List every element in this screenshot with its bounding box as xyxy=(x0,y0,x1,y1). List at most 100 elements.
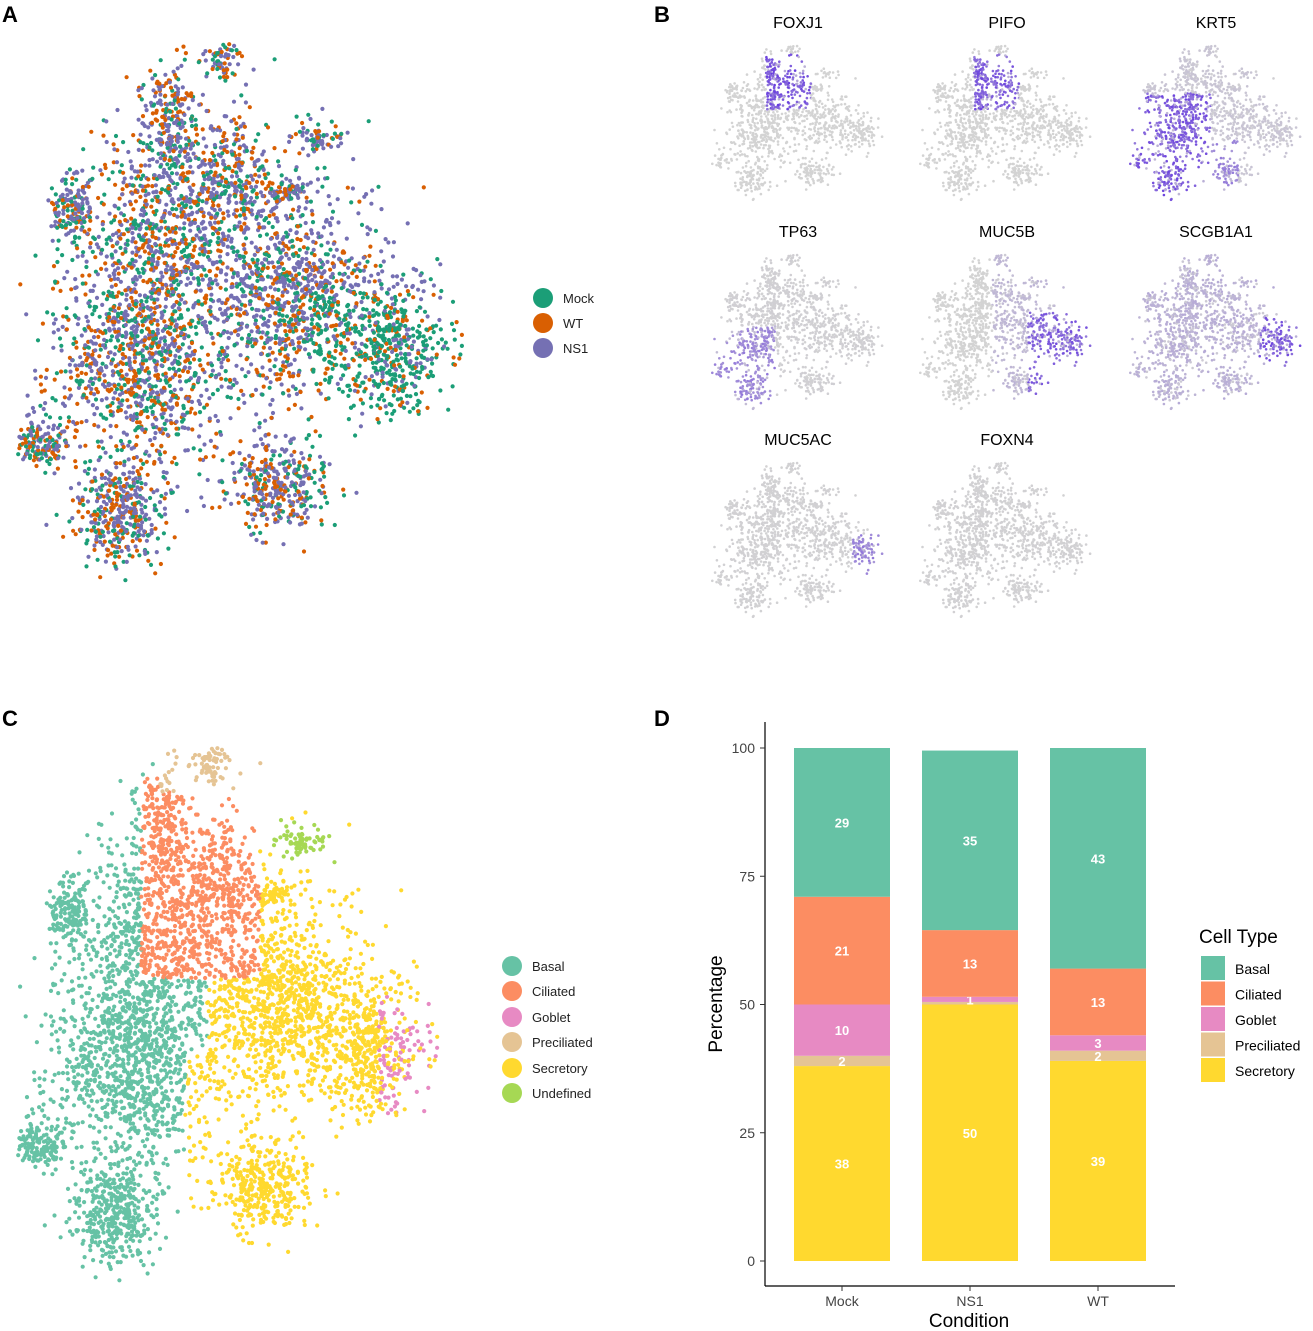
cell-point xyxy=(61,211,66,216)
cell-point xyxy=(238,439,243,444)
cell-point xyxy=(311,247,316,252)
cell-point xyxy=(83,292,88,297)
cell-point xyxy=(414,309,419,314)
cell-point xyxy=(331,334,336,339)
cell-point xyxy=(86,399,91,404)
cell-point xyxy=(372,344,377,349)
cell-point xyxy=(205,71,210,76)
cell-point xyxy=(99,472,105,477)
cell-point xyxy=(407,409,412,414)
cell-point xyxy=(43,375,49,380)
cell-point xyxy=(103,261,108,266)
cell-point xyxy=(119,549,124,554)
cell-point xyxy=(87,365,93,370)
cell-point xyxy=(294,114,299,119)
cell-point xyxy=(86,184,91,189)
cell-point xyxy=(272,321,277,326)
cell-point xyxy=(155,390,160,395)
cell-point xyxy=(298,345,303,350)
cell-point xyxy=(229,501,234,506)
cell-point xyxy=(310,147,315,152)
cell-point xyxy=(345,337,350,342)
cell-point xyxy=(235,249,240,254)
cell-point xyxy=(164,520,169,525)
cell-point xyxy=(186,426,191,431)
cell-point xyxy=(236,162,241,167)
cell-point xyxy=(111,396,116,401)
cell-point xyxy=(98,494,103,499)
cell-point xyxy=(397,403,403,408)
cell-point xyxy=(230,71,235,76)
cell-point xyxy=(122,459,127,464)
cell-point xyxy=(92,543,97,548)
cell-point xyxy=(101,133,106,138)
cell-point xyxy=(270,294,275,299)
cell-point xyxy=(364,344,369,349)
cell-point xyxy=(153,571,158,576)
cell-point xyxy=(174,419,179,424)
cell-point xyxy=(320,483,325,489)
cell-point xyxy=(358,397,363,402)
cell-point xyxy=(210,231,216,237)
cell-point xyxy=(111,505,116,510)
cell-point xyxy=(311,139,316,144)
cell-point xyxy=(53,219,58,224)
cell-point xyxy=(329,144,334,149)
cell-point xyxy=(65,192,70,197)
cell-point xyxy=(108,454,113,459)
cell-point xyxy=(321,133,326,138)
cell-point xyxy=(245,344,250,349)
cell-point xyxy=(100,247,105,252)
cell-point xyxy=(202,242,207,247)
cell-point xyxy=(409,344,414,350)
cell-point xyxy=(236,332,241,338)
cell-point xyxy=(411,333,416,338)
cell-point xyxy=(165,357,170,362)
cell-point xyxy=(234,214,239,219)
cell-point xyxy=(201,182,206,187)
cell-point xyxy=(133,428,138,433)
cell-point xyxy=(137,401,143,406)
cell-point xyxy=(306,433,311,438)
cell-point xyxy=(296,336,301,341)
cell-point xyxy=(362,326,368,331)
cell-point xyxy=(147,163,152,168)
cell-point xyxy=(301,549,307,554)
cell-point xyxy=(208,169,213,174)
cell-point xyxy=(258,507,263,513)
cell-point xyxy=(270,350,275,355)
cell-point xyxy=(71,528,76,533)
cell-point xyxy=(67,519,72,524)
cell-point xyxy=(320,184,325,189)
cell-point xyxy=(395,281,400,287)
cell-point xyxy=(265,245,271,250)
cell-point xyxy=(384,290,390,295)
cell-point xyxy=(117,219,122,224)
cell-point xyxy=(158,156,163,161)
cell-point xyxy=(248,299,253,304)
cell-point xyxy=(181,171,186,176)
cell-point xyxy=(170,226,175,231)
cell-point xyxy=(139,207,144,212)
cell-point xyxy=(239,224,244,230)
cell-point xyxy=(30,425,35,430)
cell-point xyxy=(173,353,178,358)
cell-point xyxy=(136,500,141,505)
cell-point xyxy=(128,506,133,511)
cell-point xyxy=(266,432,271,437)
cell-point xyxy=(259,214,264,219)
cell-point xyxy=(326,194,331,199)
cell-point xyxy=(297,463,302,468)
cell-point xyxy=(122,202,127,207)
cell-point xyxy=(155,488,160,493)
cell-point xyxy=(229,119,234,124)
cell-point xyxy=(115,276,120,282)
cell-point xyxy=(408,359,413,364)
cell-point xyxy=(222,184,227,189)
panel-a-tsne-by-condition: Mock WT NS1 xyxy=(16,42,595,583)
cell-point xyxy=(163,324,169,329)
cell-point xyxy=(130,230,135,236)
cell-point xyxy=(143,504,148,510)
cell-point xyxy=(241,263,246,268)
cell-point xyxy=(200,367,205,372)
